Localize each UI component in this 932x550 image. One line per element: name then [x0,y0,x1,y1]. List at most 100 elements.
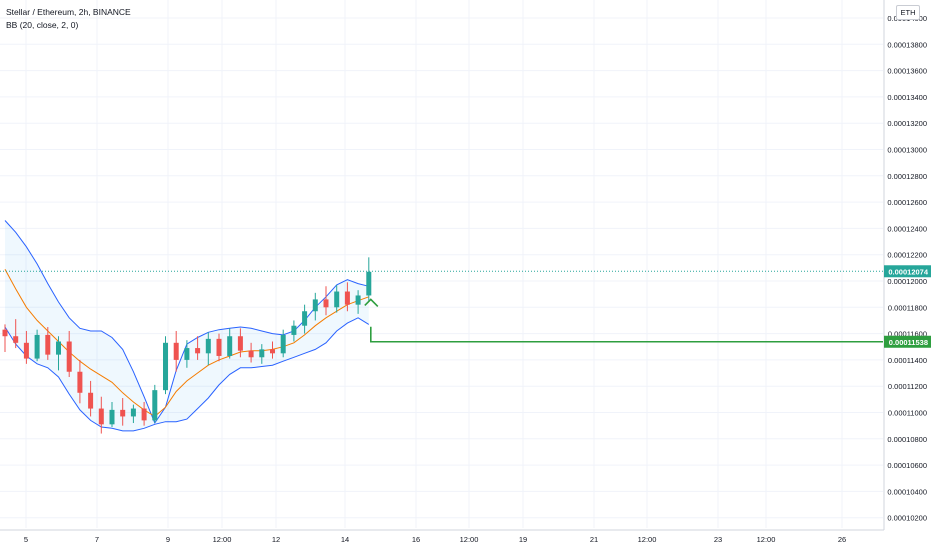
candle-body [173,342,179,360]
candle [34,329,40,362]
candle-body [270,349,275,354]
candle [163,336,168,395]
candle-body [120,409,126,417]
candle-body [205,338,211,354]
candle-body [355,295,361,305]
candle-body [141,408,147,421]
candle [88,380,94,417]
candle-body [334,291,340,308]
candle [344,282,350,312]
y-tick-label: 0.00012400 [887,224,927,233]
y-tick-label: 0.00012800 [887,172,927,181]
x-tick-label: 12:00 [638,535,657,544]
candle [23,330,29,364]
y-tick-label: 0.00011000 [888,409,927,418]
candle-body [130,408,136,417]
candle-body [312,299,318,312]
basis-line [4,268,369,418]
candle [56,336,61,371]
candle [130,404,136,424]
x-tick-label: 12 [272,535,280,544]
candle-body [366,271,372,296]
x-tick-label: 26 [838,535,846,544]
x-tick-label: 16 [412,535,420,544]
candle-body [302,311,308,326]
x-tick-label: 23 [714,535,722,544]
candlestick-series [2,257,372,434]
x-tick-label: 14 [341,535,349,544]
y-tick-label: 0.00013400 [887,93,927,102]
candle [216,333,222,362]
arrow-head-icon [364,298,379,307]
chart-legend: Stellar / Ethereum, 2h, BINANCE BB (20, … [6,6,131,32]
candle [312,292,318,321]
candle-body [280,334,286,354]
candle-body [195,348,201,354]
y-tick-label: 0.00013600 [887,67,927,76]
lower-band-line [4,317,370,432]
x-tick-label: 7 [95,535,99,544]
candle-body [56,341,61,355]
candle-body [152,390,158,421]
candle [66,330,72,377]
candle [77,359,83,404]
candle [184,340,190,368]
x-tick-label: 12:00 [460,535,479,544]
candle [45,327,51,360]
candle [334,284,340,313]
candle-body [237,336,243,351]
candle [173,330,179,372]
y-tick-label: 0.00013800 [887,40,927,49]
candle [109,401,115,427]
target-line [370,326,883,343]
x-tick-label: 21 [590,535,598,544]
x-tick-label: 12:00 [213,535,232,544]
candle-body [291,325,297,335]
candle-body [323,299,329,308]
candle-body [2,329,8,337]
currency-badge[interactable]: ETH [896,5,920,20]
candle [280,329,286,358]
target-price-label: 0.00011538 [889,338,928,347]
candle [323,286,329,316]
y-tick-label: 0.00010600 [887,461,927,470]
band-fill [5,220,369,431]
y-tick-label: 0.00010200 [887,514,927,523]
y-tick-label: 0.00010800 [887,435,927,444]
y-tick-label: 0.00011200 [888,382,927,391]
y-tick-label: 0.00011600 [888,330,927,339]
symbol-title: Stellar / Ethereum, 2h, BINANCE [6,7,131,17]
candle-body [45,334,51,355]
y-tick-label: 0.00012000 [887,277,927,286]
x-tick-label: 5 [24,535,28,544]
candle [259,344,265,364]
time-axis: 5 7 9 12:00 12 14 16 12:00 19 21 12:00 23 12:00 26 [0,529,884,544]
last-price-marker [884,265,931,278]
x-tick-label: 9 [166,535,170,544]
candle-body [259,349,265,358]
candle-body [184,348,190,360]
candle-body [88,392,94,409]
candle-body [163,342,168,391]
candle [141,401,147,426]
candle-body [227,336,233,356]
candle-body [248,350,254,358]
y-tick-label: 0.00013000 [887,146,927,155]
y-tick-label: 0.00012600 [887,198,927,207]
candle-body [34,334,40,359]
candle-body [98,408,104,425]
candle [270,341,275,359]
target-price-marker [884,335,931,348]
candle-body [23,342,29,359]
candle-body [109,409,115,425]
candle [2,324,8,353]
candle [227,328,233,359]
candle-body [77,371,83,393]
candle [366,257,372,301]
candle [205,332,211,366]
candle [98,396,104,434]
drawing-annotations [0,270,883,343]
y-tick-label: 0.00011400 [888,356,927,365]
